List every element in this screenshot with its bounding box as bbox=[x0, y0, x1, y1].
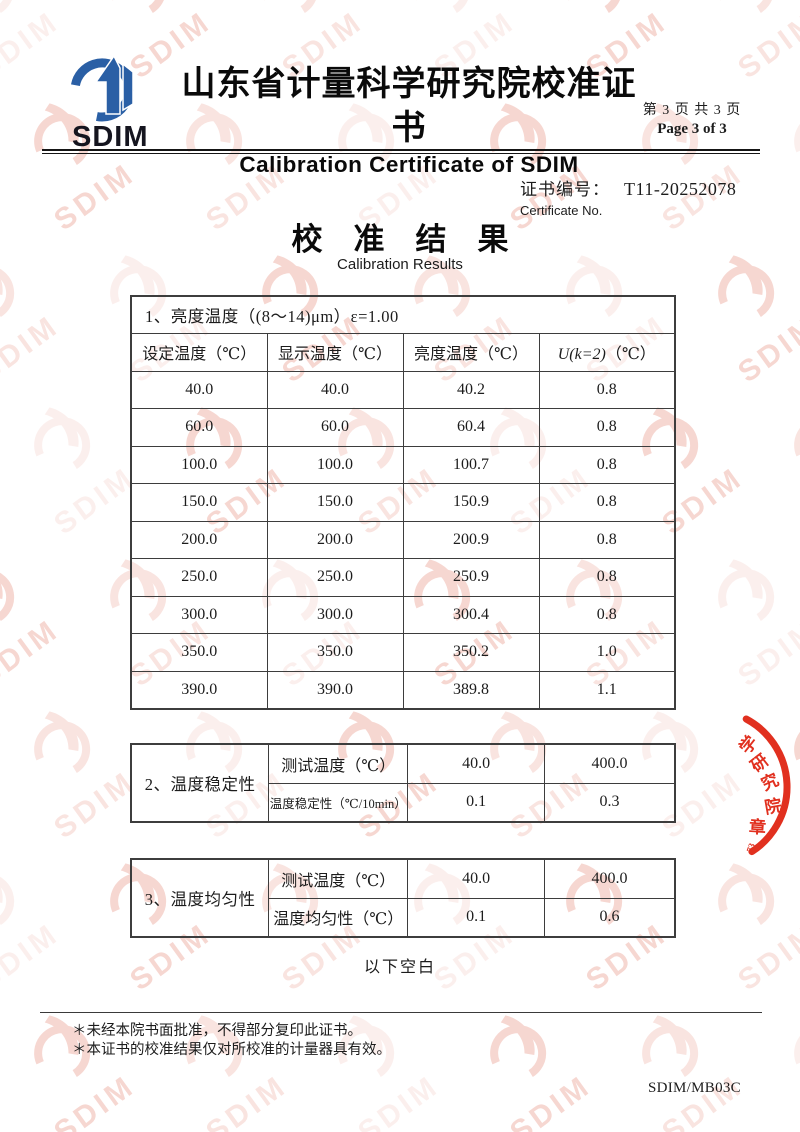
col-header-display-temp: 显示温度（℃） bbox=[266, 333, 404, 372]
header-divider bbox=[42, 149, 760, 154]
sdim-watermark-icon: SDIM bbox=[718, 863, 800, 997]
sdim-watermark-icon: SDIM bbox=[794, 417, 800, 474]
table-row: 150.0 150.0 150.9 0.8 bbox=[130, 483, 676, 522]
svg-text:SDIM: SDIM bbox=[0, 613, 65, 693]
document-code: SDIM/MB03C bbox=[647, 1080, 741, 1096]
page-number-cn: 第 3 页 共 3 页 bbox=[642, 103, 742, 118]
logo-label: SDIM bbox=[72, 121, 149, 152]
table3-caption: 3、温度均匀性 bbox=[130, 858, 270, 938]
temperature-stability-table: 2、温度稳定性 测试温度（℃） 40.0 400.0 温度稳定性（℃/10min… bbox=[130, 743, 676, 823]
title-cn: 山东省计量科学研究院校准证书 bbox=[181, 65, 637, 147]
certificate-number-label-en: Certificate No. bbox=[520, 203, 603, 218]
certificate-number-block: 证书编号： T11-20252078 Certificate No. bbox=[520, 175, 736, 218]
svg-text:SDIM: SDIM bbox=[0, 5, 65, 85]
svg-text:SDIM: SDIM bbox=[732, 5, 800, 85]
svg-text:SDIM: SDIM bbox=[0, 309, 65, 389]
svg-text:SDIM: SDIM bbox=[48, 765, 141, 845]
certificate-number-label: 证书编号： bbox=[520, 180, 610, 199]
svg-text:SDIM: SDIM bbox=[200, 1069, 293, 1132]
section-title-cn: 校 准 结 果 bbox=[291, 222, 509, 257]
svg-text:SDIM: SDIM bbox=[352, 1069, 445, 1132]
section-title-en: Calibration Results bbox=[337, 256, 463, 273]
svg-text:73: 73 bbox=[744, 841, 757, 853]
temperature-uniformity-table: 3、温度均匀性 测试温度（℃） 40.0 400.0 温度均匀性（℃） 0.1 … bbox=[130, 858, 676, 938]
certificate-number-value: T11-20252078 bbox=[624, 179, 737, 199]
sdim-logo-icon: SDIM bbox=[70, 54, 149, 152]
footnote-line: ＊未经本院书面批准，不得部分复印此证书。 bbox=[72, 1023, 362, 1039]
svg-text:研: 研 bbox=[747, 751, 772, 776]
table-row: 100.0 100.0 100.7 0.8 bbox=[130, 445, 676, 484]
svg-text:SDIM: SDIM bbox=[656, 1069, 749, 1132]
footnotes: ＊未经本院书面批准，不得部分复印此证书。 ＊本证书的校准结果仅对所校准的计量器具… bbox=[72, 1022, 391, 1060]
sdim-watermark-icon: SDIM bbox=[34, 1015, 141, 1132]
table-row: 200.0 200.0 200.9 0.8 bbox=[130, 520, 676, 559]
title-en: Calibration Certificate of SDIM bbox=[239, 152, 579, 177]
sdim-watermark-icon: SDIM bbox=[642, 1015, 749, 1132]
table-row: 350.0 350.0 350.2 1.0 bbox=[130, 633, 676, 672]
col-header-uncertainty: U(k=2)（℃） bbox=[538, 333, 676, 372]
table-row: 60.0 60.0 60.4 0.8 bbox=[130, 408, 676, 447]
page-number-en: Page 3 of 3 bbox=[657, 121, 727, 137]
sdim-watermark-icon: SDIM bbox=[794, 721, 800, 778]
table-row: 390.0 390.0 389.8 1.1 bbox=[130, 670, 676, 709]
sdim-watermark-icon: SDIM bbox=[0, 863, 65, 997]
svg-text:究: 究 bbox=[758, 769, 782, 794]
table-row: 300.0 300.0 300.4 0.8 bbox=[130, 595, 676, 634]
col-header-brightness-temp: 亮度温度（℃） bbox=[402, 333, 540, 372]
table-caption-row: 1、亮度温度（(8～14)μm）ε=1.00 bbox=[130, 295, 676, 334]
sdim-watermark-icon: SDIM bbox=[186, 1015, 293, 1132]
sdim-watermark-icon: SDIM bbox=[718, 0, 800, 85]
table-row: 2、温度稳定性 测试温度（℃） 40.0 400.0 bbox=[130, 743, 676, 823]
sdim-watermark-icon: SDIM bbox=[0, 559, 65, 693]
svg-text:SDIM: SDIM bbox=[732, 309, 800, 389]
table-header-row: 设定温度（℃） 显示温度（℃） 亮度温度（℃） U(k=2)（℃） bbox=[130, 333, 676, 372]
brightness-temperature-table: 1、亮度温度（(8～14)μm）ε=1.00 设定温度（℃） 显示温度（℃） 亮… bbox=[130, 295, 676, 710]
svg-text:院: 院 bbox=[763, 795, 783, 818]
table-row: 温度均匀性（℃） 0.1 0.6 bbox=[131, 897, 676, 938]
page-info: 第 3 页 共 3 页 Page 3 of 3 bbox=[634, 99, 750, 138]
table1-caption: 1、亮度温度（(8～14)μm）ε=1.00 bbox=[130, 295, 676, 334]
sdim-watermark-icon: SDIM bbox=[718, 559, 800, 693]
table-row: 250.0 250.0 250.9 0.8 bbox=[130, 558, 676, 597]
svg-text:SDIM: SDIM bbox=[48, 461, 141, 541]
sdim-watermark-icon: SDIM bbox=[794, 1025, 800, 1082]
svg-text:章: 章 bbox=[748, 816, 766, 837]
svg-text:SDIM: SDIM bbox=[504, 1069, 597, 1132]
header-titles: 山东省计量科学研究院校准证书 Calibration Certificate o… bbox=[168, 62, 650, 178]
svg-text:SDIM: SDIM bbox=[48, 1069, 141, 1132]
sdim-watermark-icon: SDIM bbox=[490, 1015, 597, 1132]
blank-below-note: 以下空白 bbox=[363, 959, 436, 976]
svg-text:学: 学 bbox=[735, 732, 761, 758]
table-row: 3、温度均匀性 测试温度（℃） 40.0 400.0 bbox=[130, 858, 676, 938]
table2-caption: 2、温度稳定性 bbox=[130, 743, 270, 823]
col-header-set-temp: 设定温度（℃） bbox=[130, 333, 268, 372]
svg-text:SDIM: SDIM bbox=[732, 613, 800, 693]
footnote-line: ＊本证书的校准结果仅对所校准的计量器具有效。 bbox=[72, 1042, 391, 1058]
table-row: 40.0 40.0 40.2 0.8 bbox=[130, 370, 676, 409]
sdim-watermark-icon: SDIM bbox=[338, 1015, 445, 1132]
footer-divider bbox=[40, 1012, 762, 1013]
table-row: 温度稳定性（℃/10min） 0.1 0.3 bbox=[131, 782, 676, 823]
